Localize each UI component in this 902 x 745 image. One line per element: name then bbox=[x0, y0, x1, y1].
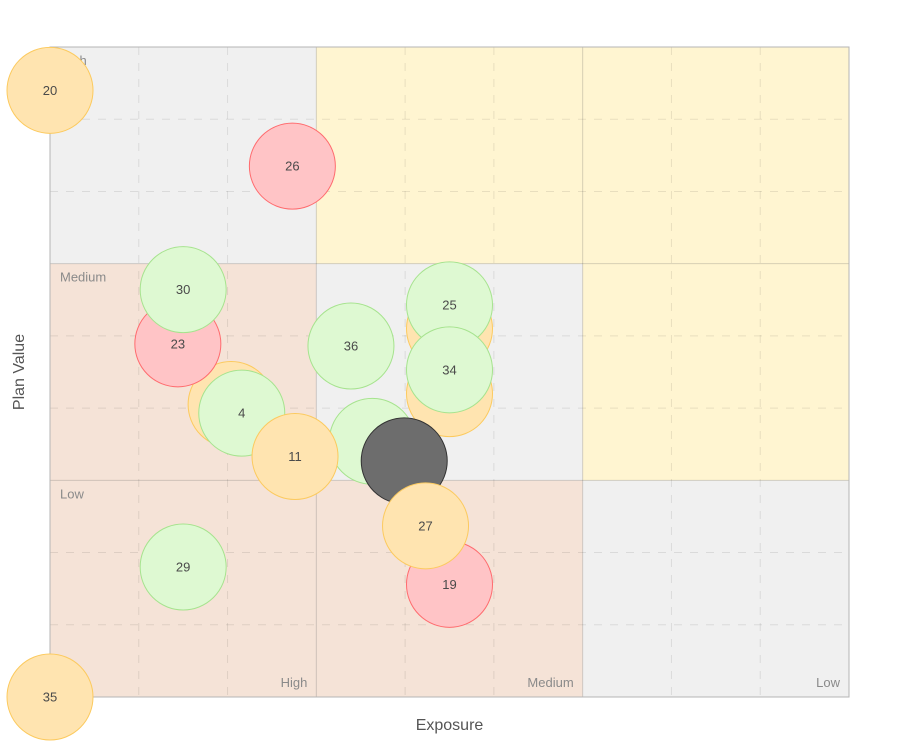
y-axis-title: Plan Value bbox=[11, 334, 28, 410]
bubble[interactable]: 26 bbox=[248, 122, 336, 210]
bubble-label: 25 bbox=[442, 297, 456, 312]
y-zone-label: Medium bbox=[60, 270, 106, 285]
bubble[interactable]: 11 bbox=[251, 413, 339, 500]
zone-cell bbox=[316, 47, 583, 264]
bubbles: 20 26 23 30 4 36 25 34 11 29 19 27 35 bbox=[6, 46, 493, 741]
bubble[interactable]: 30 bbox=[139, 246, 227, 334]
bubble-circle[interactable] bbox=[139, 523, 227, 611]
bubble[interactable]: 35 bbox=[6, 653, 94, 741]
bubble-label: 34 bbox=[442, 362, 456, 377]
bubble-circle[interactable] bbox=[248, 122, 336, 210]
bubble-circle[interactable] bbox=[6, 46, 94, 134]
zone-cell bbox=[582, 480, 849, 697]
bubble-label: 35 bbox=[43, 690, 57, 705]
bubble[interactable]: 34 bbox=[406, 326, 493, 414]
zone-cell bbox=[582, 263, 849, 481]
bubble-label: 26 bbox=[285, 159, 299, 174]
bubble[interactable]: 27 bbox=[382, 482, 470, 570]
bubble-circle[interactable] bbox=[6, 653, 94, 741]
bubble[interactable]: 36 bbox=[307, 302, 395, 390]
x-zone-label: Low bbox=[816, 675, 840, 690]
bubble[interactable]: 20 bbox=[6, 46, 94, 134]
bubble-label: 19 bbox=[442, 577, 456, 592]
bubble[interactable]: 29 bbox=[139, 523, 227, 611]
bubble-label: 20 bbox=[43, 83, 57, 98]
bubble-label: 23 bbox=[171, 336, 185, 351]
bubble-circle[interactable] bbox=[307, 302, 395, 390]
x-axis-title: Exposure bbox=[416, 717, 484, 734]
bubble-label: 4 bbox=[238, 406, 245, 421]
bubble-circle[interactable] bbox=[406, 326, 493, 414]
bubble-label: 30 bbox=[176, 282, 190, 297]
bubble-label: 11 bbox=[288, 449, 302, 464]
zone-cell bbox=[582, 47, 849, 264]
x-zone-label: High bbox=[281, 675, 308, 690]
bubble-circle[interactable] bbox=[139, 246, 227, 334]
bubble-label: 29 bbox=[176, 560, 190, 575]
plot-frame bbox=[49, 46, 850, 698]
bubble-circle[interactable] bbox=[251, 413, 339, 500]
x-zone-label: Medium bbox=[527, 675, 573, 690]
bubble-label: 36 bbox=[344, 339, 358, 354]
bubble-label: 27 bbox=[418, 518, 432, 533]
bubble-circle[interactable] bbox=[382, 482, 470, 570]
bubble[interactable]: 25 bbox=[406, 261, 493, 349]
y-zone-label: Low bbox=[60, 486, 84, 501]
